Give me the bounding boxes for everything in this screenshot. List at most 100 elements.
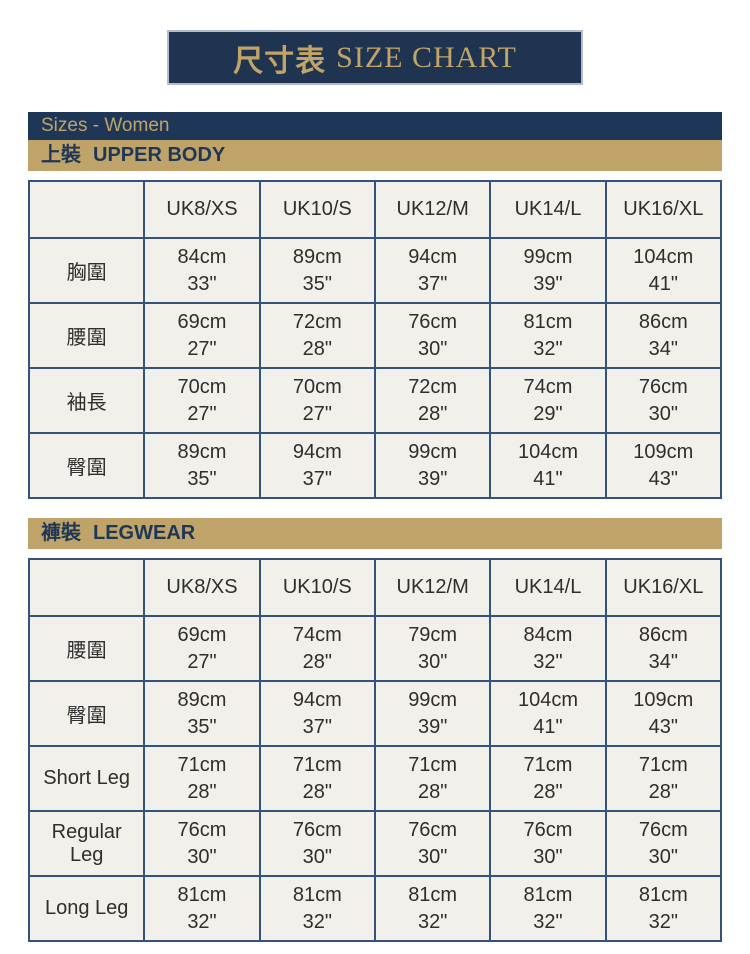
- measurement-inch: 27": [302, 402, 332, 425]
- measurement-cell: 86cm 34": [604, 615, 723, 682]
- column-header: UK14/L: [489, 180, 607, 239]
- measurement-inch: 33": [187, 272, 217, 295]
- row-label: Short Leg: [27, 745, 146, 812]
- measurement-cell: 81cm 32": [373, 875, 492, 942]
- table-row: Short Leg 71cm 28" 71cm 28" 71cm 28" 71cm 28" 71c…: [27, 745, 723, 812]
- measurement-inch: 35": [187, 715, 217, 738]
- table-row: Regular Leg 76cm 30" 76cm 30" 76cm 30" 76cm 30" 7…: [27, 810, 723, 877]
- size-table: UK8/XS UK10/S UK12/M UK14/L UK16/XL 腰圍 69cm 27"…: [27, 558, 723, 942]
- measurement-inch: 28": [302, 650, 332, 673]
- measurement-inch: 28": [302, 337, 332, 360]
- measurement-cm: 89cm: [292, 245, 342, 268]
- measurement-inch: 41": [533, 467, 563, 490]
- measurement-cell: 71cm 28": [373, 745, 492, 812]
- measurement-cell: 84cm 32": [489, 615, 607, 682]
- measurement-cm: 99cm: [523, 245, 573, 268]
- section-title-cjk: 上裝: [41, 144, 81, 166]
- table-row: 臀圍 89cm 35" 94cm 37" 99cm 39" 104cm 41" 109cm 43": [27, 432, 723, 499]
- measurement-inch: 34": [648, 650, 678, 673]
- measurement-cm: 76cm: [408, 310, 458, 333]
- measurement-inch: 27": [187, 337, 217, 360]
- row-label: 袖長: [27, 367, 146, 434]
- title-en-label: SIZE CHART: [336, 40, 517, 74]
- measurement-cm: 74cm: [292, 623, 342, 646]
- measurement-cm: 89cm: [177, 688, 227, 711]
- row-label: 腰圍: [27, 302, 146, 369]
- measurement-inch: 30": [648, 402, 678, 425]
- column-header: UK16/XL: [604, 180, 723, 239]
- column-header: UK16/XL: [604, 558, 723, 617]
- measurement-inch: 32": [533, 910, 563, 933]
- size-table-head: UK8/XS UK10/S UK12/M UK14/L UK16/XL: [27, 558, 723, 617]
- measurement-cm: 81cm: [408, 883, 458, 906]
- measurement-cm: 86cm: [638, 310, 688, 333]
- title-banner: 尺寸表 SIZE CHART: [167, 30, 583, 85]
- measurement-inch: 32": [533, 650, 563, 673]
- size-table: UK8/XS UK10/S UK12/M UK14/L UK16/XL 胸圍 84cm 33"…: [27, 180, 723, 499]
- table-row: 腰圍 69cm 27" 72cm 28" 76cm 30" 81cm 32" 86cm 34": [27, 302, 723, 369]
- measurement-cell: 99cm 39": [373, 432, 492, 499]
- column-header: UK8/XS: [143, 558, 261, 617]
- measurement-inch: 37": [417, 272, 448, 295]
- section-header: 褲裝 LEGWEAR: [28, 518, 722, 549]
- measurement-inch: 30": [533, 845, 563, 868]
- measurement-inch: 35": [302, 272, 332, 295]
- measurement-inch: 30": [417, 650, 448, 673]
- column-header: UK14/L: [489, 558, 607, 617]
- measurement-inch: 32": [187, 910, 217, 933]
- measurement-cell: 104cm 41": [489, 432, 607, 499]
- measurement-inch: 30": [302, 845, 332, 868]
- measurement-cell: 69cm 27": [143, 302, 261, 369]
- measurement-cell: 72cm 28": [258, 302, 376, 369]
- measurement-cell: 81cm 32": [489, 302, 607, 369]
- measurement-cell: 81cm 32": [489, 875, 607, 942]
- measurement-inch: 32": [417, 910, 448, 933]
- measurement-cm: 76cm: [523, 818, 573, 841]
- measurement-cell: 81cm 32": [143, 875, 261, 942]
- corner-cell: [27, 180, 146, 239]
- size-table-head: UK8/XS UK10/S UK12/M UK14/L UK16/XL: [27, 180, 723, 239]
- measurement-cm: 69cm: [177, 310, 227, 333]
- table-row: Long Leg 81cm 32" 81cm 32" 81cm 32" 81cm 32" 81cm…: [27, 875, 723, 942]
- measurement-cm: 76cm: [408, 818, 458, 841]
- measurement-inch: 29": [533, 402, 563, 425]
- measurement-cm: 79cm: [408, 623, 458, 646]
- measurement-cell: 76cm 30": [258, 810, 376, 877]
- measurement-inch: 43": [648, 467, 678, 490]
- measurement-cm: 72cm: [408, 375, 458, 398]
- measurement-cell: 70cm 27": [143, 367, 261, 434]
- measurement-cm: 71cm: [177, 753, 227, 776]
- measurement-cell: 104cm 41": [489, 680, 607, 747]
- measurement-cm: 94cm: [408, 245, 458, 268]
- measurement-inch: 28": [302, 780, 332, 803]
- size-table-body: 腰圍 69cm 27" 74cm 28" 79cm 30" 84cm 32" 86cm 34" 臀圍 8…: [27, 615, 723, 942]
- measurement-cell: 69cm 27": [143, 615, 261, 682]
- measurement-inch: 37": [302, 467, 332, 490]
- measurement-cm: 81cm: [638, 883, 688, 906]
- table-row: 胸圍 84cm 33" 89cm 35" 94cm 37" 99cm 39" 104cm 41": [27, 237, 723, 304]
- measurement-inch: 34": [648, 337, 678, 360]
- table-row: 臀圍 89cm 35" 94cm 37" 99cm 39" 104cm 41" 109cm 43": [27, 680, 723, 747]
- measurement-cm: 71cm: [638, 753, 688, 776]
- measurement-cm: 72cm: [292, 310, 342, 333]
- measurement-cell: 99cm 39": [373, 680, 492, 747]
- measurement-inch: 28": [417, 780, 448, 803]
- measurement-inch: 32": [302, 910, 332, 933]
- measurement-cm: 71cm: [292, 753, 342, 776]
- measurement-cell: 74cm 28": [258, 615, 376, 682]
- measurement-cm: 81cm: [523, 310, 573, 333]
- measurement-cell: 71cm 28": [489, 745, 607, 812]
- measurement-inch: 32": [648, 910, 678, 933]
- measurement-inch: 30": [417, 845, 448, 868]
- section-title-en: UPPER BODY: [93, 144, 226, 166]
- row-label: 臀圍: [27, 432, 146, 499]
- title-cjk-label: 尺寸表: [233, 44, 327, 78]
- measurement-inch: 28": [533, 780, 563, 803]
- measurement-cell: 72cm 28": [373, 367, 492, 434]
- table-row: 腰圍 69cm 27" 74cm 28" 79cm 30" 84cm 32" 86cm 34": [27, 615, 723, 682]
- section-header: 上裝 UPPER BODY: [28, 140, 722, 171]
- header-row: UK8/XS UK10/S UK12/M UK14/L UK16/XL: [27, 180, 723, 239]
- measurement-inch: 39": [417, 715, 448, 738]
- measurement-cell: 76cm 30": [373, 810, 492, 877]
